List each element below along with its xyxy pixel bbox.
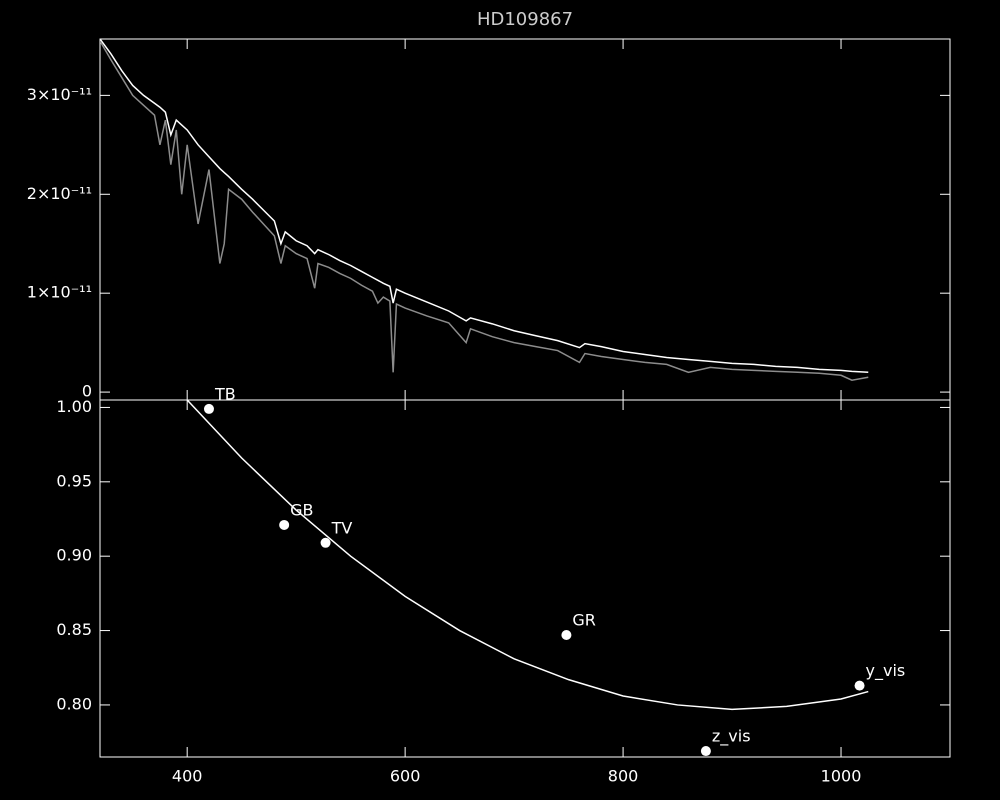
data-point (320, 537, 331, 548)
x-tick-label: 400 (172, 767, 203, 786)
point-label: GR (572, 611, 596, 630)
x-tick-label: 1000 (821, 767, 862, 786)
x-tick-label: 600 (390, 767, 421, 786)
point-label: z_vis (712, 727, 751, 747)
data-point (203, 403, 214, 414)
point-label: TV (331, 518, 353, 537)
point-label: GB (290, 500, 313, 519)
series-line (100, 39, 869, 374)
y-tick-label: 0.80 (56, 694, 92, 713)
series-line (186, 400, 869, 711)
y-tick-label: 3×10⁻¹¹ (27, 85, 92, 104)
y-tick-label: 2×10⁻¹¹ (27, 184, 92, 203)
y-tick-label: 1×10⁻¹¹ (27, 283, 92, 302)
data-point (700, 746, 711, 757)
y-tick-label: 0.90 (56, 546, 92, 565)
y-tick-label: 1.00 (56, 397, 92, 416)
point-label: TB (214, 384, 236, 403)
data-point (854, 680, 865, 691)
data-point (561, 630, 572, 641)
x-tick-label: 800 (608, 767, 639, 786)
series-line (100, 40, 869, 381)
y-tick-label: 0.95 (56, 471, 92, 490)
plot-frame (99, 38, 951, 401)
chart-title: HD109867 (477, 9, 573, 30)
y-tick-label: 0 (82, 382, 92, 401)
plot-frame (99, 399, 951, 758)
y-tick-label: 0.85 (56, 620, 92, 639)
data-point (279, 519, 290, 530)
point-label: y_vis (866, 661, 906, 681)
